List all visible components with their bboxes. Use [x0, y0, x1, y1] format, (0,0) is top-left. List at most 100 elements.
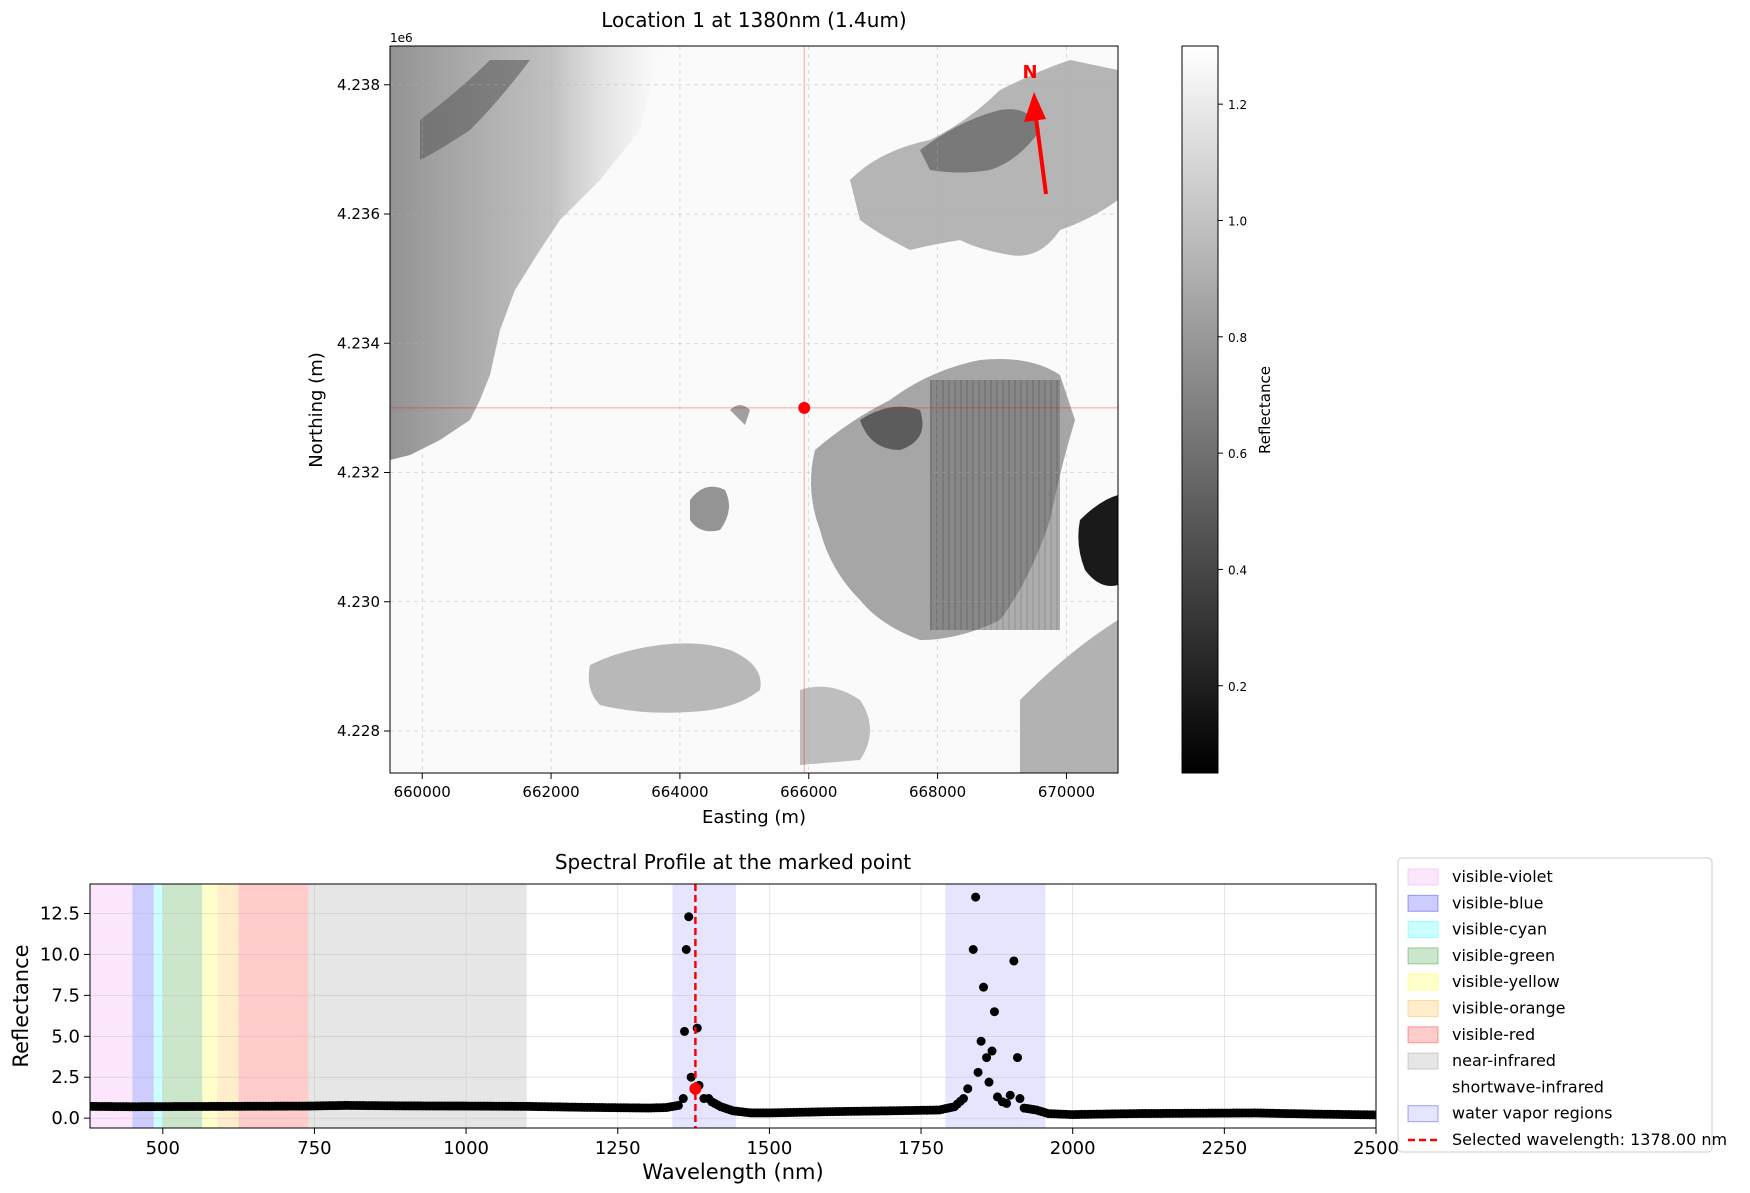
spectrum-ytick-label: 5.0 [51, 1026, 80, 1047]
spectrum-peak-point [1005, 1090, 1015, 1100]
colorbar-tick-label: 0.8 [1228, 331, 1247, 345]
spectrum-frame [89, 883, 1377, 1129]
map-axes: 660000 662000 664000 666000 668000 670000 4.22… [337, 76, 1095, 801]
selected-wavelength-point [689, 1082, 702, 1095]
map-xtick-label: 664000 [651, 783, 708, 801]
cloud-southeast-2 [1020, 620, 1118, 773]
map-ylabel: Northing (m) [306, 352, 327, 467]
spectrum-peak-point [982, 1053, 992, 1063]
spectrum-xtick-label: 1750 [898, 1138, 944, 1159]
region-visible-violet [90, 884, 133, 1128]
legend-swatch [1407, 1052, 1439, 1070]
spectrum-peak-point [1009, 956, 1019, 966]
spectrum-grid [90, 884, 1376, 1128]
map-xtick-label: 668000 [909, 783, 966, 801]
spectrum-peak-point [973, 1067, 983, 1077]
cloud-northeast-dark [920, 109, 1040, 173]
spectrum-peak-point [686, 1072, 696, 1082]
spectrum-peak-point [971, 892, 981, 902]
spectrum-peak-point [692, 1023, 702, 1033]
legend-label: visible-cyan [1452, 920, 1547, 939]
spectrum-title: Spectral Profile at the marked point [555, 850, 911, 874]
spectrum-xtick-label: 2000 [1050, 1138, 1096, 1159]
region-water-vapor-regions [945, 884, 1046, 1128]
region-visible-blue [132, 884, 154, 1128]
map-xlabel: Easting (m) [702, 807, 806, 828]
spectrum-peak-point [989, 1007, 999, 1017]
legend-swatch [1407, 921, 1439, 939]
spectrum-ytick-label: 0.0 [51, 1108, 80, 1129]
colorbar-ticks: 0.2 0.4 0.6 0.8 1.0 1.2 [1218, 98, 1247, 694]
spectrum-peak-point [984, 1077, 994, 1087]
spectrum-peak-point [968, 945, 978, 955]
legend-label: Selected wavelength: 1378.00 nm [1452, 1130, 1727, 1149]
spectrum-ytick-label: 7.5 [51, 985, 80, 1006]
spectrum-peak-point [678, 1094, 688, 1104]
map-ytick-label: 4.228 [337, 722, 380, 740]
colorbar-label: Reflectance [1256, 366, 1274, 454]
map-xtick-label: 670000 [1038, 783, 1095, 801]
spectrum-xtick-label: 750 [297, 1138, 331, 1159]
legend-swatch [1407, 947, 1439, 965]
cloud-southeast [800, 686, 870, 765]
spectrum-xtick-label: 1000 [443, 1138, 489, 1159]
colorbar-tick-label: 1.2 [1228, 98, 1247, 112]
spectrum-xtick-label: 2250 [1201, 1138, 1247, 1159]
region-visible-cyan [153, 884, 163, 1128]
spectrum-xtick-label: 1500 [746, 1138, 792, 1159]
region-water-vapor-regions [672, 884, 737, 1128]
legend-label: visible-blue [1452, 893, 1544, 912]
legend-swatch [1407, 1026, 1439, 1044]
spectrum-axes: 500 750 1000 1250 1500 1750 2000 2250 2500 0.0 2.5… [40, 903, 1399, 1159]
legend-swatch [1407, 973, 1439, 991]
colorbar [1181, 45, 1219, 774]
spectrum-peak-point [681, 945, 691, 955]
spectrum-peak-point [679, 1026, 689, 1036]
legend-label: water vapor regions [1452, 1104, 1613, 1123]
spectrum-peak-point [987, 1046, 997, 1056]
legend-label: near-infrared [1452, 1051, 1556, 1070]
region-visible-red [238, 884, 309, 1128]
map-title: Location 1 at 1380nm (1.4um) [601, 8, 906, 32]
legend-label: shortwave-infrared [1452, 1077, 1604, 1096]
spectrum-xtick-label: 1250 [595, 1138, 641, 1159]
spectrum-selected [689, 884, 702, 1128]
spectrum-peak-point [976, 1036, 986, 1046]
spectrum-points [90, 892, 1376, 1120]
legend-items: visible-violet visible-blue visible-cyan vi… [1407, 867, 1727, 1149]
spectrum-point [959, 1094, 969, 1104]
legend-label: visible-green [1452, 946, 1555, 965]
legend-swatch [1407, 1000, 1439, 1017]
spectrum-peak-point [1015, 1094, 1025, 1104]
spectrum-ytick-label: 2.5 [51, 1067, 80, 1088]
spectrum-peak-point [684, 912, 694, 922]
marked-point [798, 401, 811, 414]
region-visible-yellow [202, 884, 218, 1128]
north-arrow-head [1024, 92, 1046, 122]
spectrum-ytick-label: 12.5 [40, 903, 80, 924]
map-ytick-label: 4.234 [337, 334, 380, 352]
map-ytick-label: 4.230 [337, 593, 380, 611]
shadow-east [1078, 495, 1118, 586]
map-image [390, 46, 1118, 773]
legend-label: visible-red [1452, 1025, 1535, 1044]
spectrum-peak-point [1012, 1053, 1022, 1063]
legend-swatch [1408, 1079, 1438, 1096]
spectrum-peak-point [979, 982, 989, 992]
map-xtick-label: 666000 [780, 783, 837, 801]
region-shortwave-infrared [526, 884, 1376, 1128]
colorbar-tick-label: 0.2 [1228, 680, 1247, 694]
legend-swatch [1407, 894, 1439, 912]
spectrum-ytick-label: 10.0 [40, 944, 80, 965]
region-visible-orange [217, 884, 239, 1128]
map-offset-label: 1e6 [390, 31, 413, 45]
cloud-central-stripes [930, 380, 1060, 630]
spectrum-ylabel: Reflectance [9, 944, 33, 1067]
spectrum-peak-point [963, 1084, 973, 1094]
colorbar-tick-label: 1.0 [1228, 214, 1247, 228]
region-near-infrared [308, 884, 527, 1128]
terrain-west [390, 46, 660, 460]
map-xtick-label: 660000 [394, 783, 451, 801]
